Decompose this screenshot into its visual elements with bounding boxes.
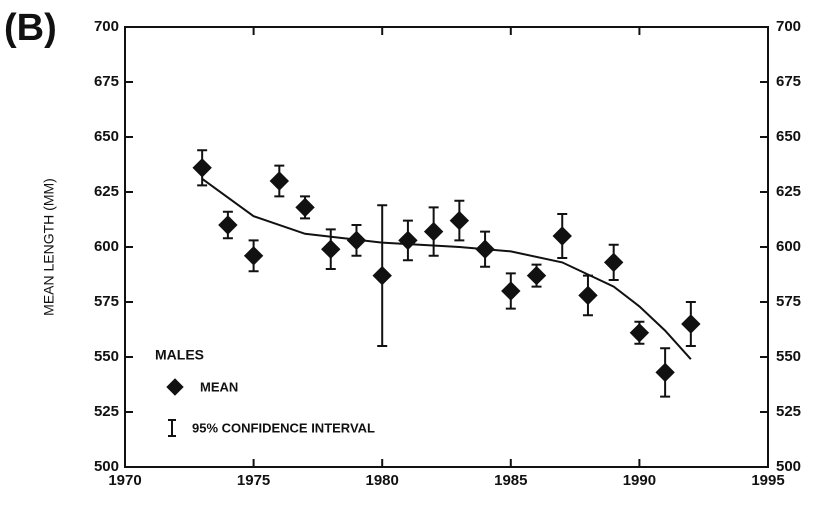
x-tick-label: 1995 (751, 472, 784, 489)
y2-tick-label: 625 (776, 183, 801, 200)
y2-tick-label: 675 (776, 73, 801, 90)
point (578, 285, 598, 306)
y2-tick-label: 525 (776, 403, 801, 420)
y-tick-label: 525 (94, 403, 119, 420)
y2-tick-label: 500 (776, 458, 801, 475)
y2-tick-label: 550 (776, 348, 801, 365)
y-tick-label: 675 (94, 73, 119, 90)
y-tick-label: 650 (94, 128, 119, 145)
point (501, 281, 521, 301)
point (218, 215, 238, 235)
x-tick-label: 1985 (494, 472, 527, 489)
point (346, 230, 367, 251)
point (475, 239, 495, 259)
y2-tick-label: 700 (776, 18, 801, 35)
y-axis-label: MEAN LENGTH (MM) (41, 178, 57, 316)
point (449, 210, 470, 231)
point (629, 323, 650, 343)
y-tick-label: 700 (94, 18, 119, 35)
y-tick-label: 600 (94, 238, 119, 255)
x-tick-label: 1990 (623, 472, 656, 489)
chart-title: (B) (4, 7, 57, 49)
point (552, 226, 572, 246)
point (269, 171, 290, 191)
point (243, 246, 264, 266)
point (423, 221, 444, 242)
y2-tick-label: 575 (776, 293, 801, 310)
legend-marker (166, 378, 184, 396)
point (192, 158, 212, 178)
fit-curve (201, 177, 692, 360)
point (295, 197, 315, 218)
y-tick-label: 625 (94, 183, 119, 200)
x-tick-label: 1980 (366, 472, 399, 489)
legend-title: MALES (155, 347, 204, 363)
point (372, 265, 392, 286)
point (603, 252, 624, 273)
point (526, 265, 547, 286)
y-tick-label: 500 (94, 458, 119, 475)
y-tick-label: 550 (94, 348, 119, 365)
point (655, 362, 675, 383)
y-tick-label: 575 (94, 293, 119, 310)
y2-tick-label: 600 (776, 238, 801, 255)
point (681, 314, 701, 334)
legend-errorbar (168, 419, 176, 437)
x-tick-label: 1970 (108, 472, 141, 489)
point (321, 239, 341, 259)
legend-label: 95% CONFIDENCE INTERVAL (192, 420, 375, 435)
legend-label: MEAN (200, 379, 238, 394)
x-tick-label: 1975 (237, 472, 270, 489)
y2-tick-label: 650 (776, 128, 801, 145)
point (398, 230, 418, 251)
